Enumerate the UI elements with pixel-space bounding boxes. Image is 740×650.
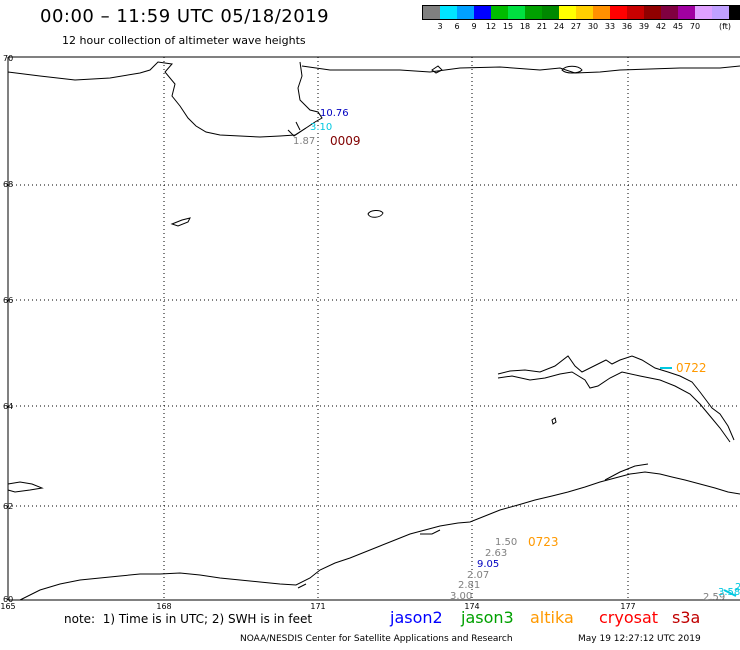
coastline-chukotka-north	[7, 61, 740, 138]
wave-height-value: 3.58	[718, 587, 740, 598]
legend-swatch	[627, 6, 644, 19]
legend-label: 6	[454, 22, 460, 31]
legend-swatch	[610, 6, 627, 19]
legend-swatch	[661, 6, 678, 19]
island-sledge	[551, 417, 557, 425]
wave-height-value: 3.00	[450, 591, 473, 602]
longitude-label: 174	[464, 602, 480, 611]
legend-label: 33	[604, 22, 616, 31]
latitude-label: 66	[3, 296, 14, 305]
legend-swatches	[422, 5, 740, 20]
map-frame	[7, 56, 740, 601]
coastline-cape	[287, 121, 307, 137]
legend-swatch	[576, 6, 593, 19]
satellite-name: jason3	[461, 608, 514, 627]
coastline-yukon-inner	[297, 463, 649, 589]
legend-swatch	[712, 6, 729, 19]
legend-swatch	[491, 6, 508, 19]
longitude-label: 177	[620, 602, 636, 611]
legend-label: 12	[485, 22, 497, 31]
satellite-name: altika	[530, 608, 574, 627]
satellite-name: jason2	[390, 608, 443, 627]
coastline	[7, 61, 740, 601]
longitude-label: 171	[310, 602, 326, 611]
latitude-label: 64	[3, 402, 14, 411]
legend-swatch	[457, 6, 474, 19]
legend-swatch	[729, 6, 740, 19]
wave-height-value: 1.87	[293, 136, 316, 147]
satellite-name: s3a	[672, 608, 701, 627]
legend-swatch	[474, 6, 491, 19]
legend-label: 9	[471, 22, 477, 31]
longitude-label: 165	[0, 602, 16, 611]
legend-label: 70	[689, 22, 701, 31]
wave-height-value: 2.59	[703, 592, 726, 603]
satellite-name: cryosat	[599, 608, 659, 627]
latitude-label: 62	[3, 502, 14, 511]
coastline-west-fragment	[7, 481, 44, 493]
legend-swatch	[644, 6, 661, 19]
pass-time-label: 0009	[330, 134, 361, 148]
legend-swatch	[593, 6, 610, 19]
legend-label: 45	[672, 22, 684, 31]
wave-height-value: 1.50	[495, 537, 518, 548]
legend-label: 36	[621, 22, 633, 31]
latitude-label: 68	[3, 180, 14, 189]
island-small-2	[170, 217, 191, 227]
legend-swatch	[440, 6, 457, 19]
pass-time-label: 0722	[676, 361, 707, 375]
grid-lines	[8, 57, 740, 600]
island-east	[561, 65, 583, 74]
track-bottom-right	[723, 589, 737, 597]
coastline-alaska-seward	[497, 355, 735, 443]
legend-swatch	[508, 6, 525, 19]
latitude-label: 60	[3, 595, 14, 604]
legend-label: 21	[536, 22, 548, 31]
legend-label: 24	[553, 22, 565, 31]
legend-unit: (ft)	[718, 22, 732, 31]
wave-height-value: 9.05	[477, 559, 500, 570]
legend-label: 27	[570, 22, 582, 31]
island-small-1	[431, 65, 443, 74]
page-subtitle: 12 hour collection of altimeter wave hei…	[62, 34, 306, 47]
wave-height-value: 2.07	[467, 570, 490, 581]
legend-label: 3	[437, 22, 443, 31]
footer-credit: NOAA/NESDIS Center for Satellite Applica…	[240, 634, 513, 644]
legend-swatch	[542, 6, 559, 19]
legend-swatch	[559, 6, 576, 19]
legend-labels: 3 6 9 12 15 18 21 24 27 30 33 36 39 42 45 70 (ft)	[422, 20, 740, 34]
island-st-lawrence	[367, 210, 384, 218]
legend-label: 18	[519, 22, 531, 31]
longitude-label: 168	[156, 602, 172, 611]
legend-label: 39	[638, 22, 650, 31]
latitude-label: 70	[3, 54, 14, 63]
wave-height-value: 2.63	[485, 548, 508, 559]
legend-label: 42	[655, 22, 667, 31]
footer-timestamp: May 19 12:27:12 UTC 2019	[578, 634, 701, 644]
coastline-yukon-delta	[19, 471, 740, 601]
footer-note: note: 1) Time is in UTC; 2) SWH is in fe…	[64, 612, 313, 626]
pass-time-label: 0723	[528, 535, 559, 549]
wave-height-value: 2	[735, 582, 740, 593]
legend-swatch	[678, 6, 695, 19]
page-title: 00:00 – 11:59 UTC 05/18/2019	[40, 6, 330, 27]
legend-label: 15	[502, 22, 514, 31]
satellite-tracks	[660, 367, 737, 597]
wave-height-value: 10.76	[320, 108, 349, 119]
legend-swatch	[695, 6, 712, 19]
wave-height-value: 2.81	[458, 580, 481, 591]
legend-swatch	[525, 6, 542, 19]
legend-label: 30	[587, 22, 599, 31]
legend-swatch	[423, 6, 440, 19]
wave-height-value: 3.10	[310, 122, 333, 133]
color-legend: 3 6 9 12 15 18 21 24 27 30 33 36 39 42 45 70 (ft)	[422, 5, 740, 34]
